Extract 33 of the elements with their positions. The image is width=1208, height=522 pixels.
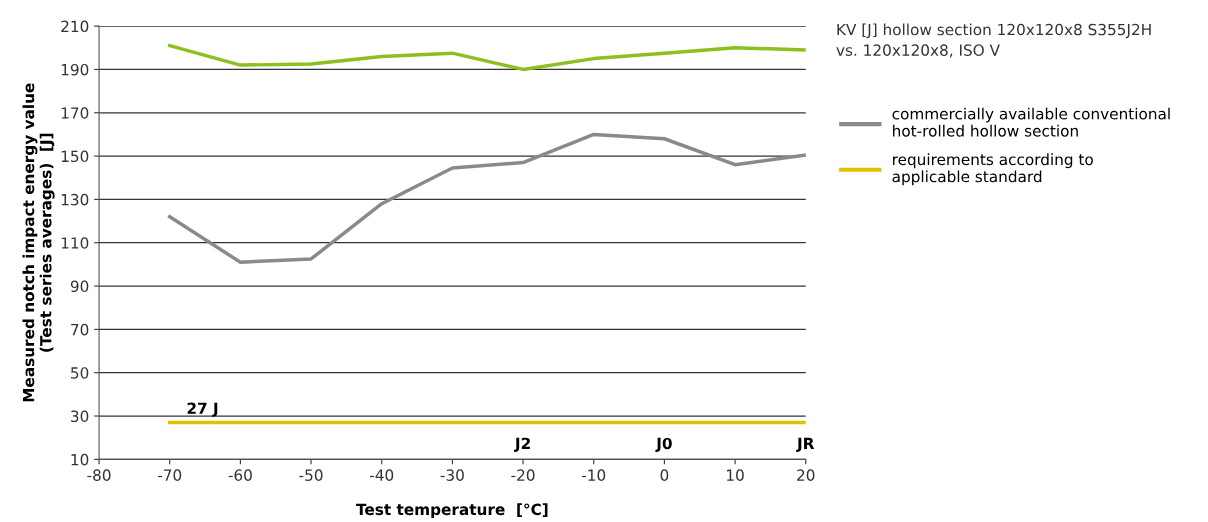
annotation: J0 bbox=[655, 437, 672, 453]
annotation: J2 bbox=[514, 437, 530, 453]
y-tick-label: 110 bbox=[61, 237, 89, 249]
y-axis-title: Measured notch impact energy value (Test series averages) [J] bbox=[22, 83, 55, 402]
x-tick-label: -50 bbox=[299, 469, 323, 481]
annotation: 27 J bbox=[187, 402, 218, 417]
x-tick-label: -80 bbox=[87, 469, 111, 481]
x-tick-label: -60 bbox=[228, 469, 252, 481]
x-tick-label: -40 bbox=[370, 469, 394, 481]
x-tick-label: -70 bbox=[157, 469, 182, 481]
y-tick-label: 10 bbox=[71, 453, 89, 466]
legend-label: commercially available conventional hot-rolled hollow section bbox=[892, 107, 1170, 137]
x-tick-label: -20 bbox=[511, 469, 535, 481]
y-tick-label: 150 bbox=[61, 150, 89, 163]
y-tick-label: 30 bbox=[71, 410, 89, 423]
y-tick-label: 190 bbox=[61, 63, 89, 76]
x-tick-label: 20 bbox=[797, 469, 815, 481]
y-tick-label: 130 bbox=[61, 193, 89, 206]
y-tick-label: 90 bbox=[70, 280, 89, 293]
x-tick-label: -10 bbox=[582, 469, 606, 481]
annotation: JR bbox=[796, 437, 815, 453]
line-series bbox=[167, 43, 806, 72]
x-tick-label: 10 bbox=[727, 469, 744, 481]
y-tick-label: 70 bbox=[71, 323, 89, 336]
text: KV [J] hollow section 120x120x8 S355J2H vs. 120x120x8, ISO V bbox=[836, 23, 1151, 58]
line-series bbox=[167, 132, 806, 264]
y-tick-label: 210 bbox=[61, 20, 89, 33]
x-axis-title: Test temperature [°C] bbox=[356, 503, 548, 519]
x-tick-label: 0 bbox=[660, 469, 669, 481]
x-tick-label: -30 bbox=[440, 469, 464, 481]
legend-label: requirements according to applicable standard bbox=[892, 153, 1093, 186]
y-tick-label: 170 bbox=[61, 107, 89, 119]
y-tick-label: 50 bbox=[71, 367, 89, 379]
